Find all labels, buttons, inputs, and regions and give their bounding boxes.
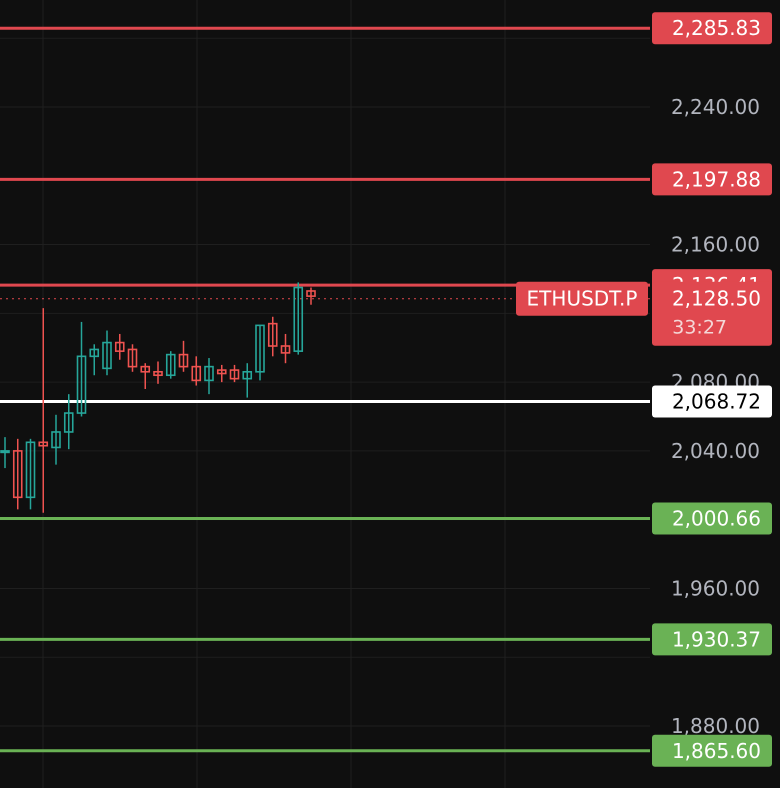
candle-body (216, 369, 227, 375)
candle-body (63, 412, 74, 433)
price-badge-support: 1,930.37 (652, 623, 772, 656)
candle-body (178, 353, 189, 368)
candle-body (38, 441, 49, 447)
symbol-tag: ETHUSDT.P (516, 281, 648, 316)
price-lines (0, 26, 650, 753)
last-price-countdown: 33:27 (672, 317, 727, 339)
price-badge-resistance: 2,197.88 (652, 163, 772, 196)
candle-body (255, 324, 265, 373)
price-badge-resistance-bg (652, 163, 772, 196)
candle-body (242, 370, 253, 380)
price-badge-support-label: 1,930.37 (672, 627, 761, 651)
price-badge-support-label: 1,865.60 (672, 739, 761, 763)
price-badge-support-bg (652, 623, 772, 656)
y-tick-label: 2,240.00 (671, 95, 760, 119)
candle-body (140, 365, 151, 373)
price-badge-resistance: 2,285.83 (652, 12, 772, 45)
candle-body (76, 355, 87, 414)
candle-body (51, 431, 61, 449)
y-tick-label: 1,880.00 (671, 714, 760, 738)
candle-body (0, 450, 10, 454)
price-badge-support-label: 2,000.66 (672, 507, 761, 531)
last-price-value: 2,128.50 (672, 287, 761, 311)
candle-body (280, 345, 291, 354)
candle-body (25, 441, 36, 499)
candle-body (191, 365, 202, 382)
price-badge-level-bg (652, 385, 772, 418)
candle-body (293, 286, 304, 352)
candle-body (114, 341, 125, 352)
price-badge-level: 2,068.72 (652, 385, 772, 418)
candle-body (165, 353, 176, 377)
candle-body (102, 341, 112, 370)
price-badge-support: 1,865.60 (652, 734, 772, 767)
y-tick-label: 2,160.00 (671, 233, 760, 257)
y-tick-label: 2,040.00 (671, 439, 760, 463)
symbol-tag-label: ETHUSDT.P (527, 287, 638, 311)
price-badge-support-bg (652, 734, 772, 767)
price-badge-support-bg (652, 502, 772, 535)
y-tick-label: 1,960.00 (671, 576, 760, 600)
price-badges: 2,285.832,197.882,136.412,068.722,000.66… (516, 12, 772, 767)
candle-body (229, 369, 240, 380)
price-badge-resistance-label: 2,197.88 (672, 167, 761, 191)
price-badge-resistance-label: 2,285.83 (672, 16, 761, 40)
candle-body (12, 450, 23, 499)
last-price-badge-bg (652, 281, 772, 346)
price-badge-level-label: 2,068.72 (672, 390, 761, 414)
chart-grid (0, 0, 650, 788)
candle-body (153, 370, 163, 377)
last-price-badge: 2,128.50 33:27 (652, 281, 772, 346)
price-badge-resistance-bg (652, 12, 772, 45)
price-badge-support: 2,000.66 (652, 502, 772, 535)
candles (0, 282, 316, 513)
candle-body (127, 348, 138, 368)
candle-body (204, 365, 214, 382)
candle-body (89, 348, 100, 358)
candle-body (267, 322, 278, 347)
candle-body (306, 290, 316, 297)
symbol-tag-bg (516, 281, 648, 316)
price-axis[interactable]: 2,240.002,160.002,080.002,040.001,960.00… (671, 95, 760, 738)
